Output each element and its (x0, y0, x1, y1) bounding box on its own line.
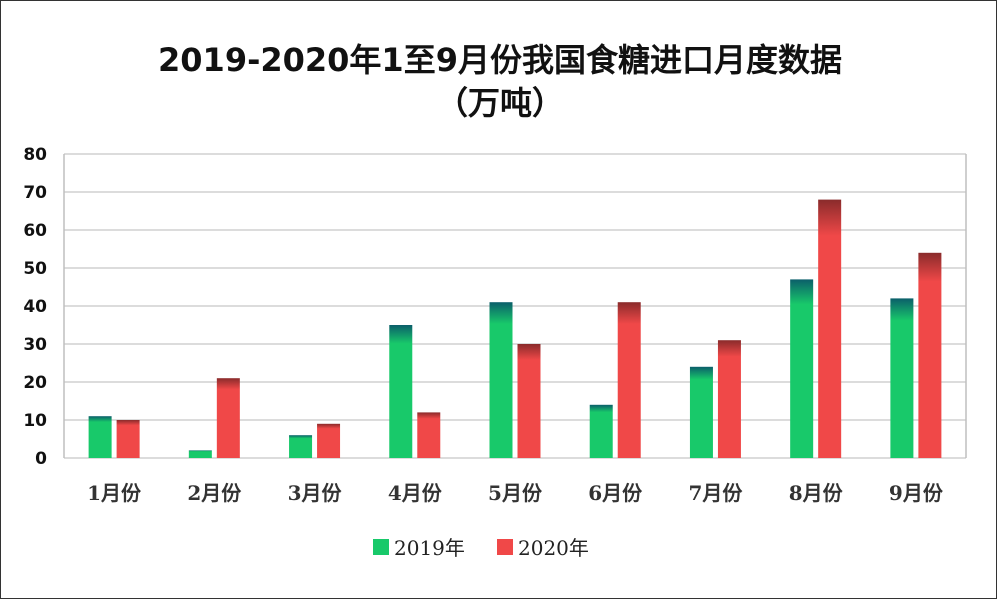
legend-swatch-2019 (373, 539, 389, 555)
bar-2020年-3月份 (317, 423, 341, 458)
y-tick-label: 40 (23, 297, 47, 317)
y-tick-label: 30 (23, 335, 47, 355)
bar-2020年-7月份 (717, 340, 741, 458)
x-category-label: 3月份 (288, 481, 343, 505)
x-category-label: 8月份 (789, 481, 844, 505)
bar-2020年-5月份 (517, 344, 541, 458)
bar-2019年-8月份 (790, 279, 814, 458)
bar-2019年-2月份 (188, 450, 212, 458)
bar-2019年-5月份 (489, 302, 513, 458)
y-axis-ticks: 0 10 20 30 40 50 60 70 80 (23, 145, 47, 469)
chart-subtitle: （万吨） (436, 84, 564, 122)
x-category-label: 1月份 (87, 481, 142, 505)
x-category-label: 7月份 (688, 481, 743, 505)
bar-2019年-6月份 (589, 404, 613, 458)
bar-2020年-2月份 (216, 378, 240, 458)
y-tick-label: 60 (23, 221, 47, 241)
legend-swatch-2020 (497, 539, 513, 555)
y-tick-label: 10 (23, 411, 47, 431)
y-tick-label: 0 (35, 449, 47, 469)
bar-2019年-1月份 (88, 416, 112, 458)
bar-2020年-4月份 (417, 412, 441, 458)
chart-title: 2019-2020年1至9月份我国食糖进口月度数据 (158, 41, 842, 79)
bar-2019年-7月份 (689, 366, 713, 458)
x-category-label: 4月份 (388, 481, 443, 505)
y-tick-label: 80 (23, 145, 47, 165)
bar-2020年-9月份 (918, 252, 942, 458)
grid-lines (63, 153, 967, 459)
legend: 2019年 2020年 (373, 536, 589, 560)
x-category-label: 6月份 (588, 481, 643, 505)
bar-2020年-6月份 (617, 302, 641, 458)
bars (88, 199, 942, 458)
legend-label-2020: 2020年 (518, 536, 589, 560)
y-tick-label: 70 (23, 183, 47, 203)
legend-label-2019: 2019年 (394, 536, 465, 560)
bar-2019年-3月份 (289, 435, 313, 458)
bar-2020年-8月份 (818, 199, 842, 458)
bar-2020年-1月份 (116, 420, 140, 458)
x-category-label: 5月份 (488, 481, 543, 505)
x-axis-categories: 1月份 2月份 3月份 4月份 5月份 6月份 7月份 8月份 9月份 (87, 481, 944, 505)
x-category-label: 2月份 (187, 481, 242, 505)
y-tick-label: 20 (23, 373, 47, 393)
x-category-label: 9月份 (889, 481, 944, 505)
y-tick-label: 50 (23, 259, 47, 279)
bar-2019年-4月份 (389, 325, 413, 458)
bar-2019年-9月份 (890, 298, 914, 458)
